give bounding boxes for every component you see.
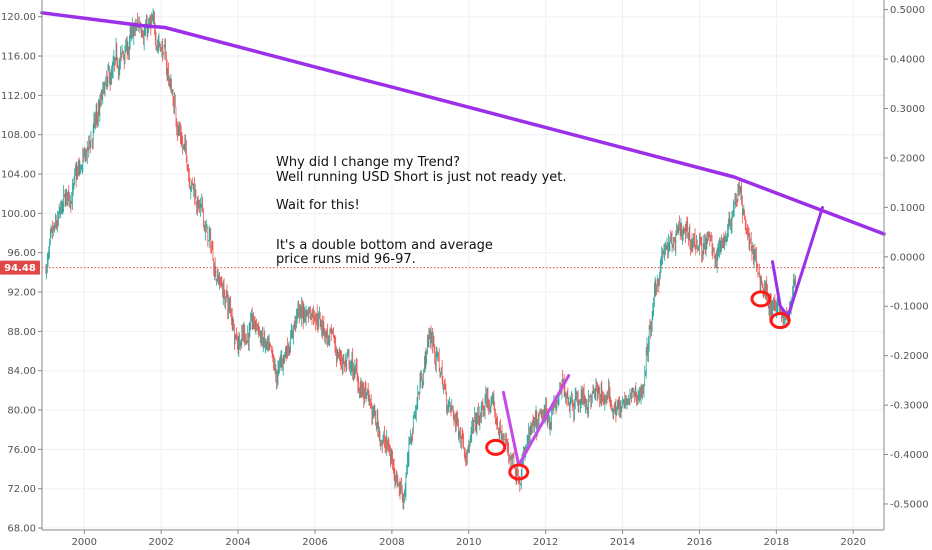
y-tick-label: 76.00 <box>7 445 36 456</box>
y-tick-label: 88.00 <box>7 327 36 338</box>
x-tick-label: 2006 <box>302 537 327 548</box>
y2-tick-label: -0.5000 <box>890 499 929 510</box>
y-tick-label: 96.00 <box>7 248 36 259</box>
x-tick-label: 2014 <box>610 537 635 548</box>
projection-line <box>771 206 824 319</box>
annotation-line-4: It's a double bottom and average <box>276 238 493 253</box>
x-tick-label: 2000 <box>72 537 97 548</box>
y-tick-label: 116.00 <box>1 52 36 63</box>
y-tick-label: 80.00 <box>7 406 36 417</box>
y2-tick-label: 0.5000 <box>890 5 925 16</box>
candlestick-series <box>45 8 796 510</box>
y-tick-label: 104.00 <box>1 170 36 181</box>
annotation-line-2: Well running USD Short is just not ready… <box>276 170 567 185</box>
y2-tick-label: 0.3000 <box>890 104 925 115</box>
x-tick-label: 2018 <box>764 537 789 548</box>
y2-tick-label: 0.0000 <box>890 252 925 263</box>
y2-tick-label: -0.1000 <box>890 302 929 313</box>
annotation-note: Why did I change my Trend? Well running … <box>276 155 567 267</box>
x-tick-label: 2004 <box>225 537 250 548</box>
y2-tick-label: -0.2000 <box>890 351 929 362</box>
annotation-line-5: price runs mid 96-97. <box>276 252 416 267</box>
y-tick-label: 92.00 <box>7 288 36 299</box>
y-tick-label: 112.00 <box>1 91 36 102</box>
marker-circle <box>769 312 791 330</box>
x-tick-label: 2016 <box>687 537 712 548</box>
drawings <box>40 11 886 481</box>
y-tick-label: 108.00 <box>1 130 36 141</box>
y2-tick-label: -0.4000 <box>890 450 929 461</box>
x-tick-label: 2008 <box>379 537 404 548</box>
current-price-tag: 94.48 <box>0 260 40 275</box>
y-tick-label: 84.00 <box>7 366 36 377</box>
x-tick-label: 2020 <box>841 537 866 548</box>
y-tick-label: 100.00 <box>1 209 36 220</box>
x-tick-label: 2012 <box>533 537 558 548</box>
marker-circle <box>750 290 772 308</box>
annotation-line-1: Why did I change my Trend? <box>276 155 460 170</box>
projection-line <box>501 374 571 467</box>
grid <box>42 0 884 530</box>
y-tick-label: 68.00 <box>7 524 36 535</box>
annotation-line-3: Wait for this! <box>276 198 360 213</box>
price-tag-background <box>0 260 40 275</box>
y-tick-label: 120.00 <box>1 12 36 23</box>
x-tick-label: 2002 <box>148 537 173 548</box>
y2-tick-label: 0.1000 <box>890 203 925 214</box>
marker-circle <box>508 463 530 481</box>
trendline <box>40 11 886 236</box>
price-tag-label: 94.48 <box>4 263 36 274</box>
y2-tick-label: 0.2000 <box>890 153 925 164</box>
y-tick-label: 72.00 <box>7 484 36 495</box>
y2-tick-label: -0.3000 <box>890 401 929 412</box>
y2-tick-label: 0.4000 <box>890 55 925 66</box>
x-tick-label: 2010 <box>456 537 481 548</box>
marker-circle <box>485 438 507 456</box>
